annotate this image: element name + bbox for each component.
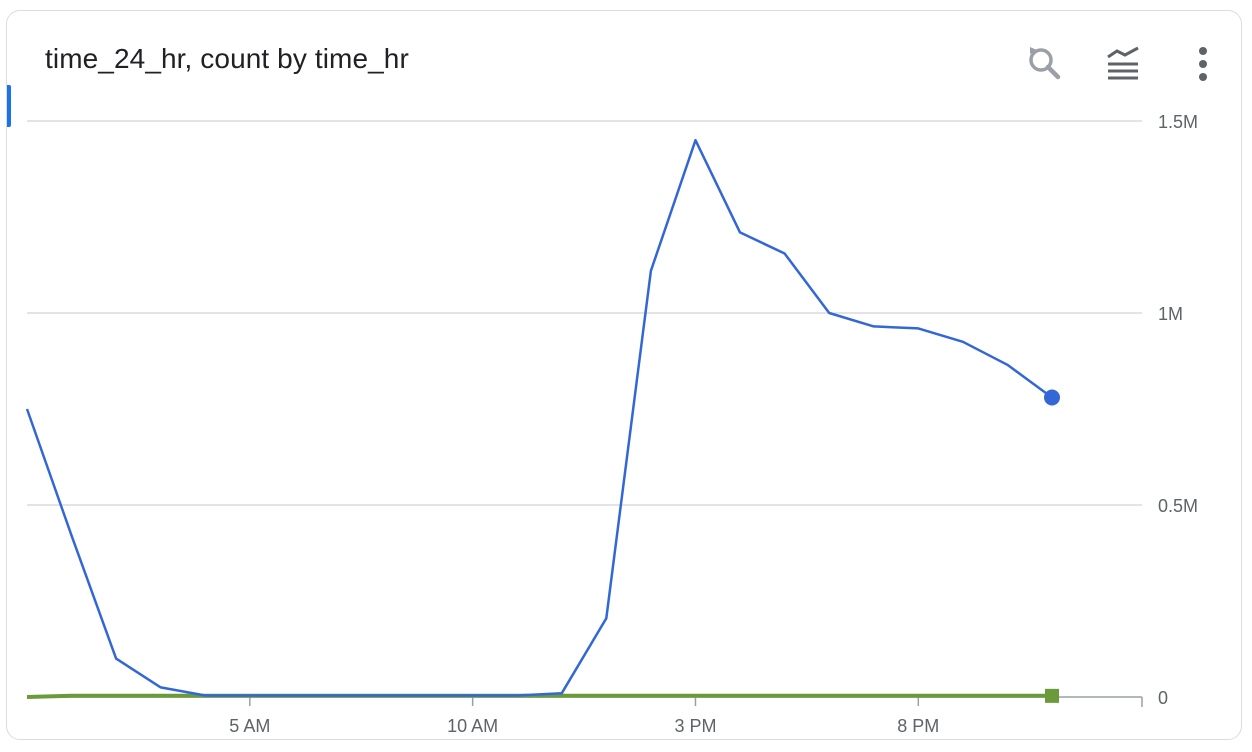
series-line-blue [25, 138, 1053, 697]
x-tick-label: 3 PM [674, 716, 716, 736]
y-tick-label: 0 [1158, 688, 1168, 708]
x-tick-label: 8 PM [897, 716, 939, 736]
x-tick-label: 10 AM [447, 716, 498, 736]
grid-layer [27, 120, 1143, 707]
chart-title: time_24_hr, count by time_hr [45, 43, 409, 74]
more-options-button[interactable] [1181, 41, 1225, 85]
y-tick-label: 1M [1158, 304, 1183, 324]
chart-card: time_24_hr, count by time_hr [6, 10, 1242, 740]
legend-toggle-button[interactable] [1101, 41, 1145, 85]
y-tick-label: 0.5M [1158, 496, 1198, 516]
x-tick-label: 5 AM [229, 716, 270, 736]
more-vert-icon [1199, 47, 1207, 81]
series-layer [25, 138, 1060, 703]
zoom-reset-button[interactable] [1021, 41, 1065, 85]
tick-layer: 0 0.5M 1M 1.5M 5 AM 10 AM 3 PM 8 PM [229, 112, 1198, 736]
series-end-marker-green [1045, 688, 1059, 703]
series-end-marker-blue [1044, 389, 1060, 406]
y-tick-label: 1.5M [1158, 112, 1198, 132]
series-line-green [26, 693, 1052, 699]
zoom-reset-icon [1029, 47, 1061, 80]
legend-toggle-icon [1107, 46, 1139, 80]
selection-accent [7, 85, 11, 127]
